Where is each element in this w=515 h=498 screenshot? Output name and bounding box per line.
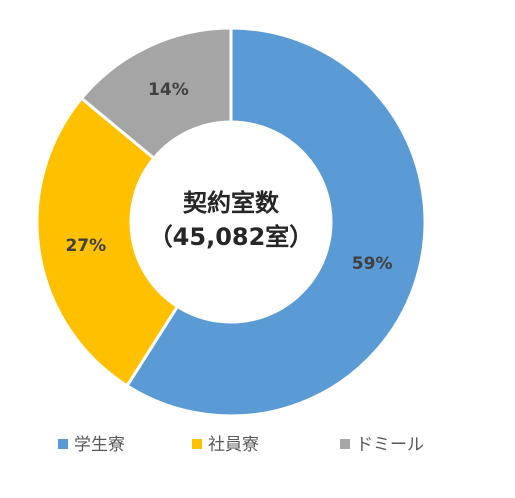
center-title: 契約室数	[183, 189, 280, 217]
slice-label-1: 59%	[352, 254, 393, 274]
legend-label-2: 社員寮	[208, 435, 259, 455]
center-subtitle: （45,082室）	[149, 223, 314, 251]
slices	[37, 28, 425, 416]
legend-label-3: ドミール	[356, 435, 424, 455]
slice-label-3: 14%	[148, 80, 189, 100]
legend-swatch-1	[58, 439, 68, 449]
legend: 学生寮 社員寮 ドミール	[58, 435, 424, 455]
legend-label-1: 学生寮	[74, 435, 125, 455]
legend-swatch-2	[192, 439, 202, 449]
legend-swatch-3	[340, 439, 350, 449]
slice-label-2: 27%	[65, 236, 106, 256]
